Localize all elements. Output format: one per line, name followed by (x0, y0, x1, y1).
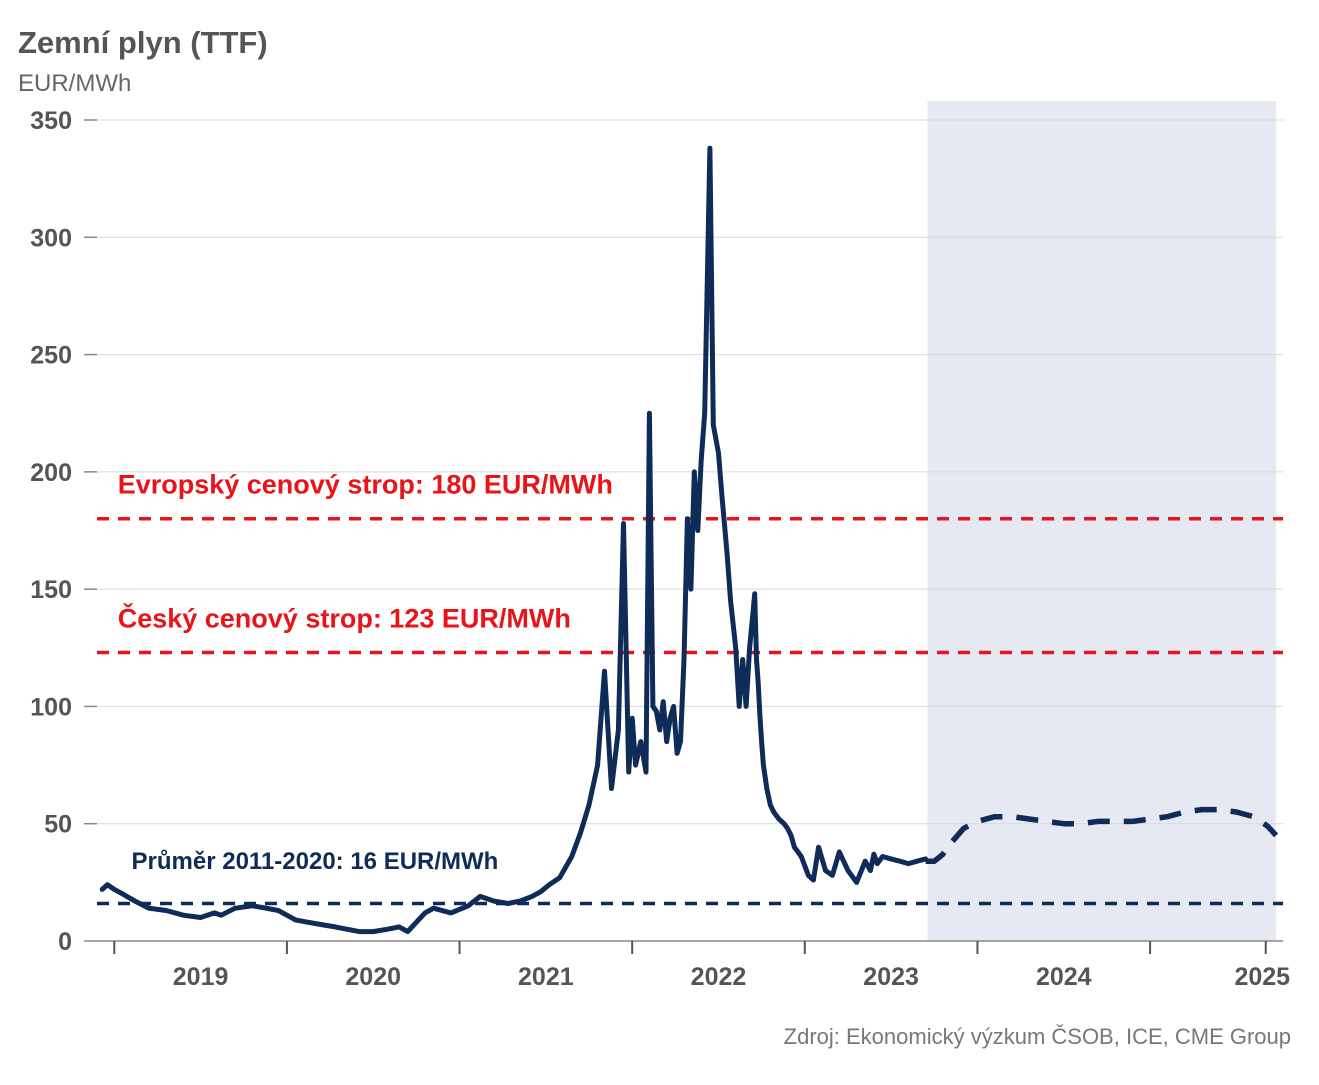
reference-line-label: Český cenový strop: 123 EUR/MWh (118, 602, 571, 633)
x-tick-label: 2019 (173, 963, 229, 991)
forward-curve-line (925, 806, 1279, 864)
y-tick-label: 250 (30, 342, 72, 370)
y-tick-label: 150 (30, 576, 72, 604)
x-tick-label: 2024 (1036, 963, 1092, 991)
y-axis-ticks: 0 50 100 150 200 250 300 350 (30, 107, 97, 956)
ttf-price-line (99, 145, 929, 935)
y-tick-label: 300 (30, 224, 72, 252)
y-tick-label: 350 (30, 107, 72, 135)
x-axis-ticks: 2019 2020 2021 2022 2023 2024 2025 (113, 941, 1290, 991)
x-tick-label: 2020 (345, 963, 401, 991)
series-lines (99, 145, 1279, 935)
forecast-shaded-region (927, 101, 1277, 941)
y-tick-label: 100 (30, 693, 72, 721)
reference-line-label: Evropský cenový strop: 180 EUR/MWh (118, 470, 613, 500)
reference-lines: Evropský cenový strop: 180 EUR/MWh Český … (97, 470, 1283, 906)
y-tick-label: 50 (44, 811, 72, 839)
x-tick-label: 2022 (691, 963, 747, 991)
chart-title: Zemní plyn (TTF) (18, 25, 268, 60)
y-axis-unit-label: EUR/MWh (18, 70, 131, 97)
source-note: Zdroj: Ekonomický výzkum ČSOB, ICE, CME … (784, 1024, 1291, 1049)
reference-line-label: Průměr 2011-2020: 16 EUR/MWh (132, 848, 499, 875)
x-tick-label: 2021 (518, 963, 574, 991)
x-tick-label: 2025 (1234, 963, 1290, 991)
x-tick-label: 2023 (863, 963, 919, 991)
y-tick-label: 0 (58, 928, 72, 956)
y-tick-label: 200 (30, 459, 72, 487)
